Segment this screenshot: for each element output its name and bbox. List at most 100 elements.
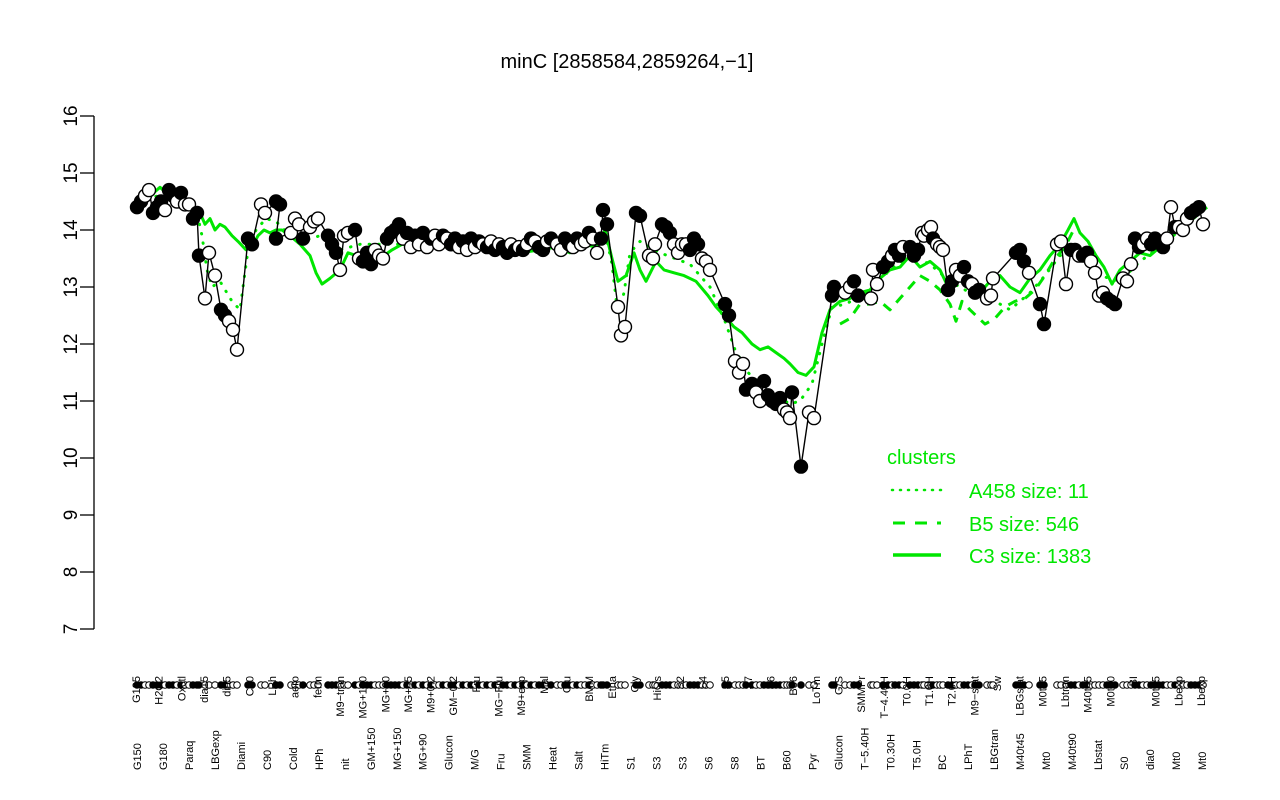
x-tick-label-top: T0.0H xyxy=(901,676,913,706)
y-tick-label: 8 xyxy=(61,567,82,578)
x-axis-labels: G135 H2O2 Oxctl dia15 dia5 C30 LPh aero ferm M9−t… xyxy=(131,675,1209,770)
x-rug-marker xyxy=(797,681,805,689)
x-rug-marker xyxy=(314,681,322,689)
data-point xyxy=(225,322,241,337)
data-point xyxy=(617,319,633,335)
data-point xyxy=(702,262,718,278)
data-point xyxy=(1021,265,1037,280)
x-tick-label-bottom: T0.30H xyxy=(885,734,897,770)
x-tick-label-bottom: HiTm xyxy=(600,744,612,770)
x-tick-label-top: C30 xyxy=(244,676,256,696)
data-point xyxy=(923,219,939,235)
legend-title: clusters xyxy=(887,447,956,469)
data-point xyxy=(589,245,605,261)
data-point xyxy=(1032,296,1048,312)
x-rug-marker xyxy=(810,681,818,689)
x-rug-marker xyxy=(788,681,796,689)
data-point xyxy=(1191,199,1207,215)
x-tick-label-top: dia5 xyxy=(222,676,234,697)
x-tick-label-bottom: M/G xyxy=(470,749,482,770)
legend: clusters A458 size: 11 B5 size: 546 C3 s… xyxy=(887,447,1091,568)
data-point xyxy=(793,459,809,474)
x-rug-marker xyxy=(1025,681,1033,689)
data-point xyxy=(332,262,348,278)
x-tick-label-bottom: S3 xyxy=(678,757,690,770)
y-tick-label: 16 xyxy=(61,105,82,126)
x-tick-label-top: BI xyxy=(1128,676,1140,686)
x-tick-label-bottom: C90 xyxy=(262,750,274,770)
x-tick-label-top: Oxctl xyxy=(176,676,188,701)
x-tick-label-top: M40t45 xyxy=(1083,676,1095,713)
x-tick-label-bottom: G150 xyxy=(132,743,144,770)
x-rug-marker xyxy=(1111,681,1119,689)
data-point xyxy=(610,299,626,315)
data-point xyxy=(1119,274,1135,289)
x-tick-label-bottom: Glucon xyxy=(444,735,456,770)
y-tick-label: 9 xyxy=(61,510,82,521)
x-tick-label-top: H2O2 xyxy=(154,676,166,705)
data-point xyxy=(197,291,213,306)
x-tick-label-bottom: S3 xyxy=(652,757,664,770)
x-tick-label-bottom: Lbstat xyxy=(1093,740,1105,770)
data-point xyxy=(599,217,615,232)
x-tick-label-top: GM−0.2 xyxy=(448,676,460,715)
x-tick-label-top: S5 xyxy=(720,676,732,689)
x-tick-label-top: Fru xyxy=(471,676,483,693)
data-point xyxy=(863,291,879,306)
x-tick-label-top: SMMPr xyxy=(856,676,868,713)
data-point xyxy=(1107,296,1123,312)
data-point xyxy=(347,222,363,238)
x-tick-label-top: Lbtran xyxy=(1060,676,1072,707)
x-tick-label-top: S2 xyxy=(675,676,687,689)
x-rug-marker xyxy=(1040,681,1048,689)
data-point xyxy=(756,373,772,389)
x-tick-label-bottom: S8 xyxy=(729,757,741,770)
x-tick-label-bottom: Pyr xyxy=(807,753,819,770)
y-tick-label: 10 xyxy=(61,447,82,468)
y-tick-label: 15 xyxy=(61,162,82,183)
data-point xyxy=(595,202,611,218)
data-point xyxy=(1036,316,1052,332)
data-series xyxy=(129,182,1211,474)
x-tick-label-top: LPh xyxy=(267,676,279,696)
x-tick-label-bottom: BT xyxy=(755,756,767,770)
data-point xyxy=(645,251,661,266)
x-tick-label-top: G135 xyxy=(131,676,143,703)
data-point xyxy=(985,271,1001,286)
chart-title: minC [2858584,2859264,−1] xyxy=(501,51,754,73)
data-point xyxy=(1123,257,1139,272)
y-tick-label: 12 xyxy=(61,333,82,354)
x-tick-label-top: Lbexp xyxy=(1196,676,1208,706)
data-point xyxy=(735,356,751,372)
data-point xyxy=(1058,276,1074,292)
x-tick-label-bottom: S6 xyxy=(704,757,716,770)
x-tick-label-bottom: LPhT xyxy=(963,743,975,770)
x-tick-label-top: S6 xyxy=(766,676,778,689)
data-point xyxy=(784,385,800,400)
data-point xyxy=(826,279,842,295)
x-tick-label-bottom: Cold xyxy=(288,747,300,770)
legend-entry-c3: C3 size: 1383 xyxy=(969,546,1091,568)
x-tick-label-top: dia15 xyxy=(199,676,211,703)
x-tick-label-top: BMM xyxy=(584,676,596,702)
data-point xyxy=(272,197,288,212)
data-point xyxy=(593,231,609,246)
data-point xyxy=(141,182,157,198)
x-tick-label-top: MG+120 xyxy=(358,676,370,719)
data-point xyxy=(782,410,798,426)
x-tick-label-top: HiOs xyxy=(652,676,664,701)
x-tick-label-bottom: S1 xyxy=(626,757,638,770)
y-axis: 7 8 9 10 11 12 13 14 15 16 xyxy=(61,105,95,634)
x-rug-marker xyxy=(233,681,241,689)
x-rug-marker xyxy=(603,681,611,689)
data-point xyxy=(647,237,663,252)
x-tick-label-top: MG−Fru xyxy=(494,676,506,717)
data-point xyxy=(935,242,951,258)
x-tick-label-bottom: SMM xyxy=(522,744,534,770)
data-point xyxy=(295,231,311,246)
x-tick-label-top: T1.0H xyxy=(924,676,936,706)
x-tick-label-top: Etha xyxy=(607,675,619,699)
x-rug-marker xyxy=(1199,681,1207,689)
x-tick-label-bottom: BC xyxy=(937,755,949,770)
x-tick-label-top: Gly xyxy=(630,676,642,693)
